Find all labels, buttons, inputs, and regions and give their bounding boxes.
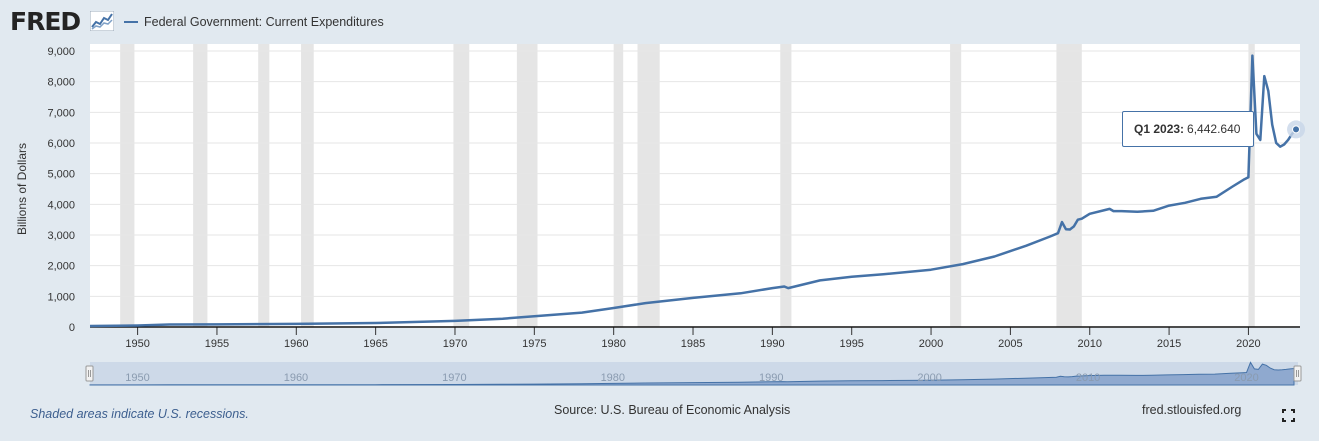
tooltip-date: Q1 2023: (1134, 122, 1185, 136)
recession-band-1 (193, 44, 208, 327)
series-line[interactable] (89, 54, 1297, 328)
navigator-label: 1990 (759, 372, 783, 384)
legend-swatch (124, 21, 138, 23)
x-tick-label: 2010 (1077, 338, 1101, 350)
x-tick-label: 1960 (284, 338, 308, 350)
x-tick-label: 1985 (681, 338, 705, 350)
recession-band-9 (950, 44, 962, 327)
navigator-series (89, 361, 1295, 386)
x-tick-label: 2000 (919, 338, 943, 350)
fred-chart-logo-icon (90, 11, 114, 31)
x-tick-label: 1955 (205, 338, 229, 350)
recession-band-2 (258, 44, 270, 327)
fred-url-link[interactable]: fred.stlouisfed.org (1142, 403, 1242, 417)
data-tooltip: Q1 2023: 6,442.640 (1122, 111, 1254, 147)
chart-legend[interactable]: Federal Government: Current Expenditures (124, 14, 384, 30)
recession-band-8 (780, 44, 792, 327)
plot-background (90, 44, 1300, 328)
x-tick-label: 1995 (839, 338, 863, 350)
recession-band-0 (120, 44, 135, 327)
x-tick-label: 1990 (760, 338, 784, 350)
recession-band-5 (516, 44, 538, 327)
legend-label: Federal Government: Current Expenditures (144, 15, 384, 29)
recession-note: Shaded areas indicate U.S. recessions. (30, 407, 249, 421)
x-tick-label: 1970 (443, 338, 467, 350)
y-tick-label: 5,000 (47, 169, 75, 181)
y-tick-label: 9,000 (47, 46, 75, 58)
x-tick-label: 2020 (1236, 338, 1260, 350)
y-tick-label: 2,000 (47, 261, 75, 273)
y-tick-label: 0 (69, 322, 75, 334)
y-tick-label: 4,000 (47, 199, 75, 211)
y-tick-label: 3,000 (47, 230, 75, 242)
gridlines (90, 50, 1300, 297)
recession-band-7 (637, 44, 660, 327)
tooltip-value: 6,442.640 (1187, 122, 1241, 136)
navigator-label: 1960 (284, 372, 308, 384)
recession-band-11 (1248, 44, 1255, 327)
navigator-labels: 1950 1960 1970 1980 1990 2000 2010 2020 (125, 372, 1258, 384)
navigator-label: 1980 (601, 372, 625, 384)
source-text[interactable]: Source: U.S. Bureau of Economic Analysis (554, 403, 791, 417)
y-axis-label: Billions of Dollars (15, 143, 29, 235)
fred-logo[interactable]: FRED (10, 7, 81, 36)
y-tick-label: 6,000 (47, 138, 75, 150)
x-tick-label: 1980 (601, 338, 625, 350)
x-tick-label: 1965 (363, 338, 387, 350)
navigator-label: 1970 (442, 372, 466, 384)
y-tick-label: 1,000 (47, 291, 75, 303)
y-axis-ticks: 0 1,000 2,000 3,000 4,000 5,000 6,000 7,000 8,00… (47, 46, 75, 334)
navigator-label: 2000 (917, 372, 941, 384)
recession-band-10 (1056, 44, 1082, 327)
x-tick-label: 1975 (522, 338, 546, 350)
navigator-label: 1950 (125, 372, 149, 384)
x-tick-label: 1950 (125, 338, 149, 350)
navigator-label: 2020 (1234, 372, 1258, 384)
x-tick-label: 2005 (998, 338, 1022, 350)
highlight-point[interactable] (1292, 125, 1301, 134)
recession-band-4 (453, 44, 470, 327)
y-tick-label: 8,000 (47, 77, 75, 89)
recession-band-6 (613, 44, 624, 327)
navigator-label: 2010 (1076, 372, 1100, 384)
navigator[interactable]: 1950 1960 1970 1980 1990 2000 2010 2020 (85, 361, 1302, 386)
navigator-handle-right[interactable] (1293, 365, 1302, 382)
y-tick-label: 7,000 (47, 107, 75, 119)
recession-bands (120, 44, 1255, 327)
chart-header: FRED Federal Government: Current Expendi… (0, 0, 1319, 44)
x-axis-ticks: 1950 1955 1960 1965 1970 1975 1980 1985 1990 1995… (125, 327, 1261, 350)
navigator-handle-left[interactable] (85, 365, 94, 382)
fullscreen-icon[interactable] (1282, 409, 1295, 422)
x-tick-label: 2015 (1157, 338, 1181, 350)
recession-band-3 (301, 44, 314, 327)
